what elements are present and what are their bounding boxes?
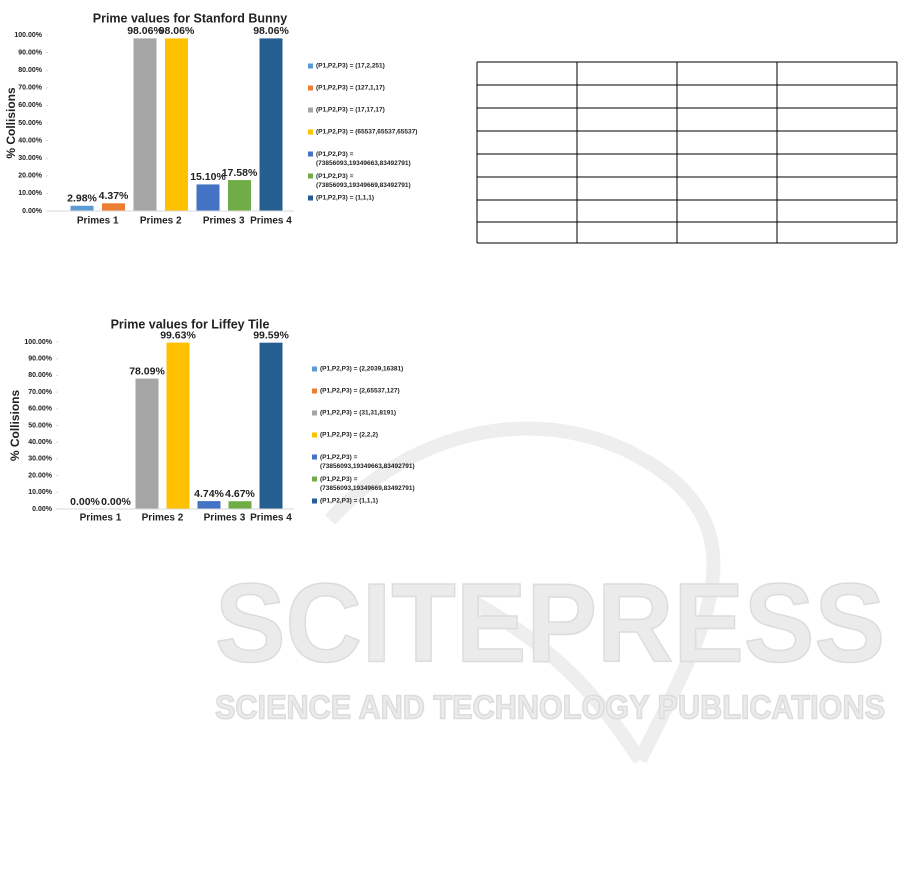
x-tick-label: Primes 2 [140,216,182,227]
legend-label: (P1,P2,P3) = (1,1,1) [320,498,378,505]
bar [135,378,159,509]
bar [165,38,188,211]
bar [259,38,283,211]
y-tick-label: 50.00% [28,422,53,429]
y-axis-title: % Collisions [4,87,18,159]
legend-label: (P1,P2,P3) = (73856093,19349663,83492791) [316,151,411,167]
y-tick-label: 10.00% [28,489,53,496]
legend-label: (P1,P2,P3) = (2,65537,127) [320,388,400,395]
bar [197,501,221,509]
legend-swatch [308,129,313,135]
y-tick-label: 30.00% [28,456,53,463]
x-tick-label: Primes 1 [80,513,122,524]
value-label: 99.59% [253,329,289,341]
y-tick-label: 30.00% [18,155,43,162]
chart-title: Prime values for Liffey Tile [111,317,270,331]
legend-label: (P1,P2,P3) = (1,1,1) [316,195,374,202]
bar [228,180,251,211]
legend-label: (P1,P2,P3) = (31,31,8191) [320,410,396,417]
y-tick-label: 20.00% [18,173,43,180]
legend-swatch [312,410,317,416]
x-tick-label: Primes 1 [77,216,119,227]
y-tick-label: 100.00% [14,32,42,39]
value-label: 98.06% [253,25,289,37]
y-tick-label: 80.00% [28,372,53,379]
legend-label: (P1,P2,P3) = (17,17,17) [316,107,385,114]
value-label: 4.67% [225,488,255,500]
x-tick-label: Primes 4 [250,513,292,524]
x-tick-label: Primes 3 [203,216,245,227]
x-tick-label: Primes 4 [250,216,292,227]
watermark-subtitle: SCIENCE AND TECHNOLOGY PUBLICATIONS [215,689,885,726]
y-tick-label: 70.00% [28,389,53,396]
value-label: 15.10% [190,171,226,183]
y-tick-label: 20.00% [28,472,53,479]
legend-label: (P1,P2,P3) = (73856093,19349669,83492791) [320,476,415,492]
y-tick-label: 10.00% [18,190,43,197]
watermark-title: SCITEPRESS [215,561,885,686]
x-tick-label: Primes 3 [204,513,246,524]
legend-swatch [312,388,317,394]
watermark: SCITEPRESS SCIENCE AND TECHNOLOGY PUBLIC… [214,421,886,764]
y-tick-label: 70.00% [18,85,43,92]
value-label: 0.00% [70,496,100,508]
value-label: 4.37% [99,190,129,202]
legend-swatch [308,173,313,179]
legend-label: (P1,P2,P3) = (127,1,17) [316,85,385,92]
legend-label: (P1,P2,P3) = (73856093,19349669,83492791) [316,173,411,189]
y-tick-label: 0.00% [22,208,43,215]
bar [102,203,125,211]
y-tick-label: 40.00% [18,137,43,144]
value-label: 99.63% [160,329,196,341]
bar [70,205,94,211]
value-label: 98.06% [127,25,163,37]
value-label: 4.74% [194,488,224,500]
x-tick-label: Primes 2 [142,513,184,524]
empty-table [476,61,898,244]
legend-label: (P1,P2,P3) = (2,2039,16381) [320,366,403,373]
y-tick-label: 90.00% [18,49,43,56]
chart-title: Prime values for Stanford Bunny [93,11,288,25]
y-tick-label: 60.00% [18,102,43,109]
legend-swatch [308,107,313,113]
y-axis-title: % Collisions [8,390,22,462]
value-label: 2.98% [67,193,97,205]
legend-swatch [312,454,317,460]
bar [259,342,283,509]
legend-swatch [312,498,317,504]
legend-label: (P1,P2,P3) = (65537,65537,65537) [316,129,417,136]
legend-label: (P1,P2,P3) = (2,2,2) [320,432,378,439]
bar [196,184,220,211]
y-tick-label: 90.00% [28,356,53,363]
legend-label: (P1,P2,P3) = (17,2,251) [316,63,385,70]
y-tick-label: 50.00% [18,120,43,127]
watermark-swoosh [324,421,721,764]
bar [166,342,190,509]
legend-swatch [312,366,317,372]
legend-label: (P1,P2,P3) = (73856093,19349663,83492791) [320,454,415,470]
legend-swatch [308,195,313,201]
y-tick-label: 100.00% [24,339,52,346]
y-tick-label: 80.00% [18,67,43,74]
bar [133,38,157,211]
legend-swatch [308,85,313,91]
y-tick-label: 60.00% [28,406,53,413]
bar [228,501,252,509]
value-label: 78.09% [129,365,165,377]
value-label: 0.00% [101,496,131,508]
value-label: 17.58% [222,167,258,179]
legend-swatch [312,476,317,482]
y-tick-label: 40.00% [28,439,53,446]
legend-swatch [312,432,317,438]
value-label: 98.06% [159,25,195,37]
legend-swatch [308,63,313,69]
legend-swatch [308,151,313,157]
y-tick-label: 0.00% [32,506,53,513]
